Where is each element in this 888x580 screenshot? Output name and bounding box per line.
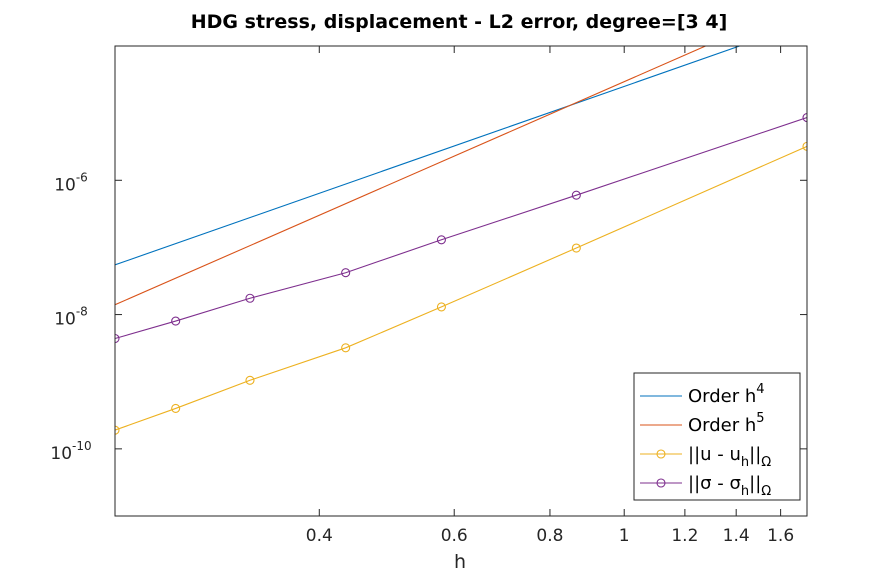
series-4-point — [571, 190, 581, 200]
x-tick-label: 0.6 — [441, 526, 468, 546]
x-tick-label: 0.4 — [306, 526, 333, 546]
legend: Order h4 Order h5 ||u - uh||Ω ||σ - σh||Ω — [633, 372, 801, 501]
legend-swatch-marker — [656, 449, 666, 459]
ticks-layer: 0.4 0.6 0.8 1 1.2 1.4 1.6 10-10 10-8 10-6 — [50, 46, 807, 546]
legend-swatch-marker — [656, 478, 666, 488]
series-layer — [115, 46, 807, 435]
series-4-point — [245, 293, 255, 303]
series-4-point — [436, 235, 446, 245]
x-tick-label: 0.8 — [536, 526, 563, 546]
legend-entry-label: Order h5 — [688, 411, 765, 436]
series-3-point — [341, 343, 351, 353]
y-tick-label: 10-6 — [54, 170, 88, 195]
plot-area-frame — [114, 45, 808, 517]
x-tick-label: 1.6 — [767, 526, 794, 546]
x-tick-label: 1.2 — [671, 526, 698, 546]
series-4-line — [115, 117, 807, 340]
series-3-point — [436, 302, 446, 312]
legend-entry-label: ||σ - σh||Ω — [688, 473, 771, 499]
series-4-point — [171, 316, 181, 326]
series-4-point — [341, 268, 351, 278]
legend-entry-label: Order h4 — [688, 382, 765, 407]
series-3-point — [245, 375, 255, 385]
series-2-line — [115, 46, 707, 306]
series-3-point — [115, 425, 120, 435]
x-axis-label: h — [454, 551, 466, 573]
series-4-point — [802, 112, 807, 123]
series-3-line — [115, 145, 807, 431]
chart-title: HDG stress, displacement - L2 error, deg… — [191, 11, 728, 33]
x-tick-label: 1.4 — [723, 526, 750, 546]
series-3-point — [171, 403, 181, 413]
series-3-point — [802, 141, 807, 151]
series-1-line — [115, 46, 742, 266]
series-4-point — [115, 333, 120, 344]
series-3-point — [571, 243, 581, 253]
x-tick-label: 1 — [619, 526, 630, 546]
y-tick-label: 10-10 — [50, 439, 91, 464]
y-tick-label: 10-8 — [54, 305, 88, 330]
legend-entry-label: ||u - uh||Ω — [688, 444, 771, 470]
